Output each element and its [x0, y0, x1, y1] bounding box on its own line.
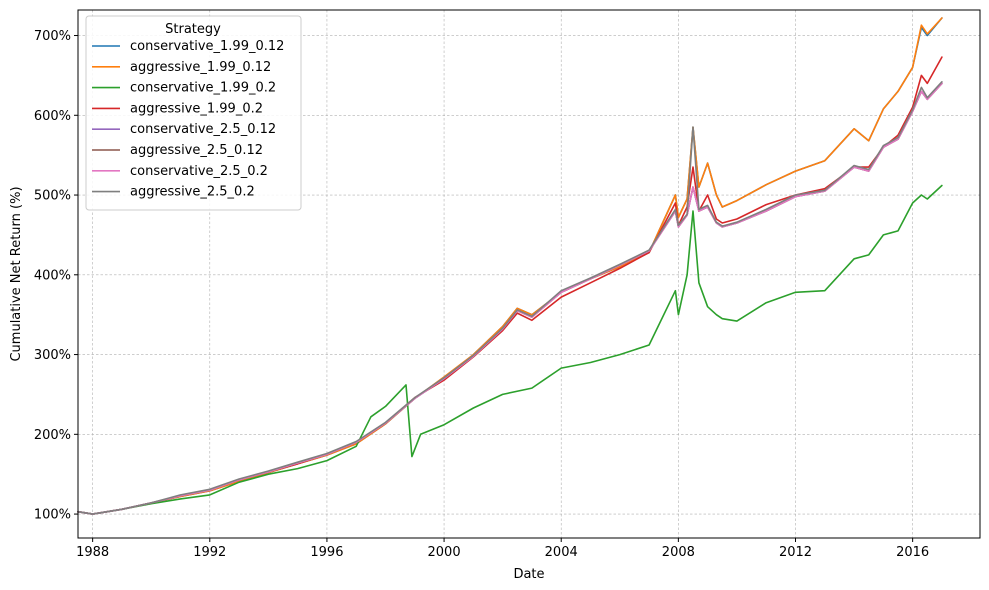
- legend-entry-label: conservative_1.99_0.2: [130, 81, 276, 96]
- y-tick-label: 300%: [34, 348, 71, 363]
- x-tick-label: 2012: [779, 545, 812, 560]
- x-tick-label: 2008: [662, 545, 695, 560]
- legend-title: Strategy: [165, 22, 221, 37]
- y-axis-label: Cumulative Net Return (%): [9, 186, 24, 361]
- legend-entry-label: conservative_1.99_0.12: [130, 39, 284, 54]
- legend-entry-label: aggressive_2.5_0.2: [130, 185, 255, 200]
- legend: Strategy conservative_1.99_0.12 aggressiv…: [85, 15, 302, 211]
- series-line-aggressive_2.5_0.2: [77, 81, 943, 515]
- y-tick-label: 500%: [34, 189, 71, 204]
- x-tick-label: 1992: [193, 545, 226, 560]
- legend-entry-label: aggressive_1.99_0.2: [130, 101, 263, 116]
- series-lines: [77, 17, 943, 515]
- legend-entry-label: aggressive_1.99_0.12: [130, 60, 271, 75]
- x-tick-label: 2000: [428, 545, 461, 560]
- series-line-conservative_1.99_0.2: [77, 184, 943, 515]
- legend-box: [85, 15, 302, 211]
- y-axis: 100% 200% 300% 400% 500% 600% 700%: [34, 29, 78, 523]
- y-tick-label: 600%: [34, 109, 71, 124]
- plot-frame: [77, 9, 981, 539]
- legend-entry-label: conservative_2.5_0.12: [130, 122, 276, 137]
- x-tick-label: 1996: [310, 545, 343, 560]
- legend-entries: conservative_1.99_0.12 aggressive_1.99_0.…: [92, 39, 284, 200]
- x-tick-label: 2004: [545, 545, 578, 560]
- legend-entry-label: conservative_2.5_0.2: [130, 164, 268, 179]
- x-axis-label: Date: [513, 567, 544, 582]
- x-axis: 1988 1992 1996 2000 2004 2008 2012 2016: [76, 538, 929, 560]
- x-tick-label: 1988: [76, 545, 109, 560]
- y-tick-label: 200%: [34, 428, 71, 443]
- y-tick-label: 100%: [34, 508, 71, 523]
- legend-entry-label: aggressive_2.5_0.12: [130, 143, 263, 158]
- y-tick-label: 700%: [34, 29, 71, 44]
- y-tick-label: 400%: [34, 268, 71, 283]
- x-tick-label: 2016: [896, 545, 929, 560]
